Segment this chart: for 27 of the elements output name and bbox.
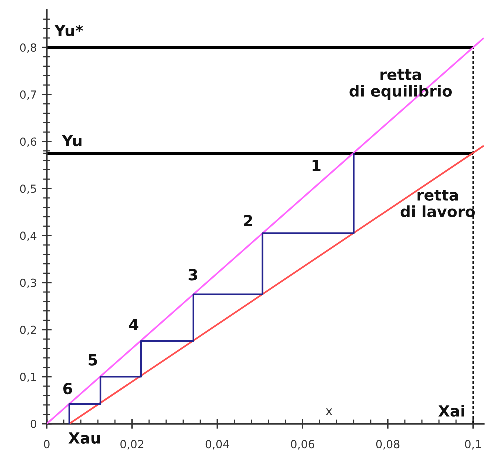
annotation: 1 bbox=[312, 160, 321, 172]
y-tick-label: 0,8 bbox=[20, 44, 37, 54]
annotation: Xai bbox=[438, 405, 464, 417]
x-tick-label: 0,02 bbox=[120, 440, 144, 450]
y-tick-label: 0,6 bbox=[20, 138, 37, 148]
y-tick-label: 0 bbox=[30, 420, 37, 428]
y-tick-label: 0,4 bbox=[20, 232, 37, 242]
y-tick-label: 0,2 bbox=[20, 326, 36, 336]
x-tick-label: 0,06 bbox=[291, 440, 314, 450]
y-tick-label: 0,3 bbox=[20, 278, 36, 288]
x-tick-label: 0,04 bbox=[206, 440, 230, 450]
x-tick-label: 0 bbox=[44, 440, 50, 449]
annotation: 2 bbox=[244, 215, 252, 226]
annotation: 5 bbox=[88, 354, 98, 366]
y-tick-label: 0,5 bbox=[20, 184, 36, 194]
annotation: 3 bbox=[188, 269, 198, 281]
annotation: 6 bbox=[64, 383, 72, 395]
x-tick-label: 0,1 bbox=[465, 440, 482, 450]
annotation: Yu* bbox=[54, 24, 84, 37]
x-tick-label: 0,08 bbox=[376, 440, 400, 450]
annotation: 4 bbox=[129, 319, 139, 330]
x-axis-title: x bbox=[326, 408, 333, 416]
y-tick-label: 0,7 bbox=[20, 90, 36, 100]
annotation: Yu bbox=[62, 135, 82, 147]
text: Xau bbox=[68, 432, 100, 444]
y-tick-label: 0,1 bbox=[20, 372, 36, 382]
annotation: retta di lavoro bbox=[400, 190, 476, 218]
